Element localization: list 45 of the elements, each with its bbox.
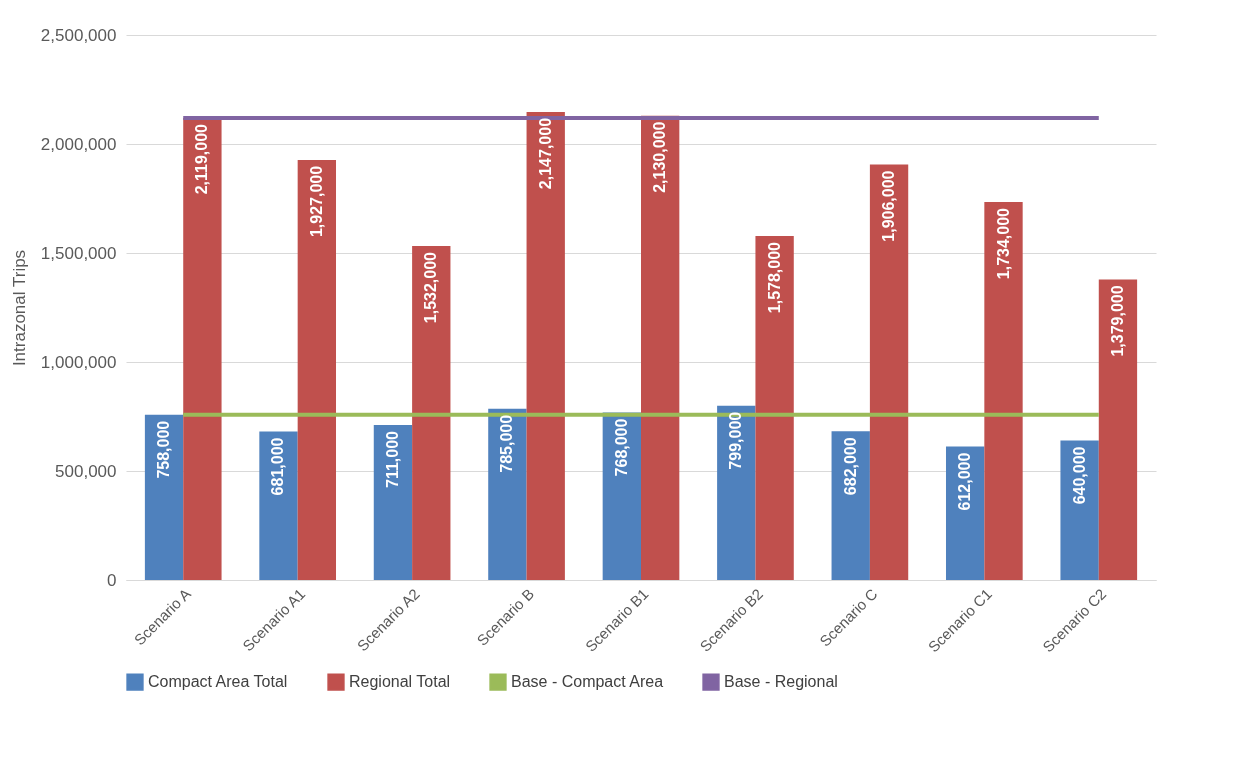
- bar: [869, 164, 909, 580]
- legend-label: Base - Regional: [724, 673, 838, 691]
- data-label: 1,532,000: [422, 251, 440, 324]
- bar: [259, 431, 298, 580]
- bar: [831, 431, 870, 580]
- y-tick-label: 1,000,000: [40, 352, 117, 372]
- data-label: 799,000: [727, 411, 745, 470]
- legend-label: Regional Total: [349, 673, 451, 691]
- y-tick-label: 2,500,000: [40, 25, 117, 45]
- bar: [755, 236, 794, 580]
- data-label: 1,734,000: [994, 207, 1012, 280]
- data-label: 768,000: [612, 418, 630, 477]
- data-label: 682,000: [841, 437, 859, 496]
- data-label: 2,130,000: [651, 121, 669, 193]
- bar: [945, 446, 985, 580]
- data-label: 612,000: [956, 452, 974, 511]
- y-tick-label: 2,000,000: [40, 134, 117, 154]
- data-label: 1,927,000: [307, 165, 325, 238]
- legend-label: Base - Compact Area: [511, 673, 664, 691]
- bar: [144, 414, 184, 580]
- data-label: 1,379,000: [1108, 285, 1126, 357]
- bar: [373, 425, 413, 580]
- data-label: 640,000: [1070, 446, 1088, 505]
- data-label: 2,147,000: [536, 117, 554, 190]
- bar: [717, 405, 756, 580]
- bar: [526, 111, 565, 580]
- bar: [984, 201, 1023, 580]
- data-label: 785,000: [498, 414, 516, 473]
- y-tick-label: 0: [107, 570, 117, 590]
- bar: [488, 408, 527, 580]
- y-tick-label: 1,500,000: [40, 243, 117, 263]
- bar: [1098, 279, 1138, 580]
- data-label: 2,119,000: [193, 123, 211, 195]
- data-label: 1,578,000: [765, 241, 783, 314]
- bar: [183, 118, 222, 580]
- y-tick-label: 500,000: [55, 461, 117, 481]
- data-label: 758,000: [155, 420, 173, 479]
- data-label: 681,000: [269, 437, 287, 496]
- legend-label: Compact Area Total: [148, 673, 288, 691]
- bar: [1060, 440, 1099, 580]
- bar: [412, 246, 451, 580]
- data-label: 711,000: [383, 430, 401, 488]
- bar: [297, 159, 337, 580]
- y-axis-title: Intrazonal Trips: [9, 249, 29, 367]
- data-label: 1,906,000: [880, 170, 898, 242]
